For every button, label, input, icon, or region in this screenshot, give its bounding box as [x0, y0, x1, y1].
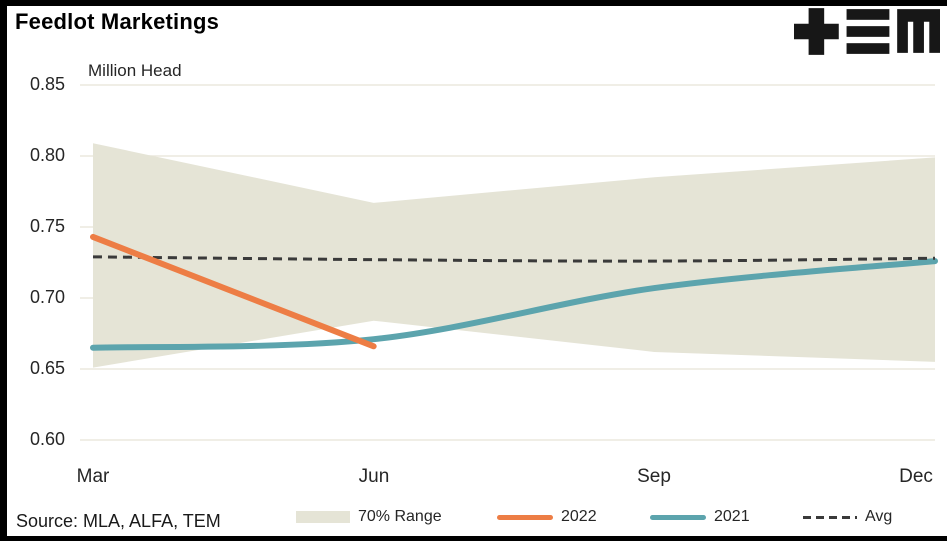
series-2022 [90, 233, 377, 350]
series-avg [92, 255, 936, 263]
y-tick-label: 0.80 [29, 145, 65, 165]
legend-label: 2021 [714, 508, 750, 525]
legend-label: Avg [865, 508, 893, 525]
x-tick-label: Jun [358, 466, 390, 487]
chart-legend: 70% Range 2022 2021 Avg [0, 504, 947, 530]
x-tick-label: Sep [637, 466, 671, 487]
legend-label: 70% Range [358, 508, 442, 525]
line-swatch-icon [497, 514, 553, 520]
chart-title: Feedlot Marketings [15, 9, 220, 34]
y-tick-label: 0.75 [29, 216, 65, 236]
legend-item-avg: Avg [803, 504, 892, 530]
y-axis-unit-label: Million Head [88, 61, 182, 80]
legend-item-range: 70% Range [296, 504, 442, 530]
tem-logo-icon [794, 8, 940, 55]
y-tick-label: 0.65 [29, 358, 65, 378]
source-note: Source: MLA, ALFA, TEM [16, 511, 221, 531]
y-tick-label: 0.70 [29, 287, 65, 307]
range-band [93, 143, 935, 368]
y-tick-label: 0.85 [29, 74, 65, 94]
x-tick-label: Mar [76, 466, 110, 487]
frame-border-left [0, 0, 7, 541]
frame-border-top [0, 0, 947, 6]
line-swatch-icon [650, 514, 706, 520]
legend-item-2021: 2021 [650, 504, 750, 530]
legend-label: 2022 [561, 508, 597, 525]
dashed-line-swatch-icon [803, 515, 857, 519]
y-tick-label: 0.60 [29, 429, 65, 449]
range-swatch-icon [296, 511, 350, 523]
series-2021 [90, 258, 938, 351]
x-tick-label: Dec [899, 466, 933, 487]
legend-item-2022: 2022 [497, 504, 597, 530]
frame-border-bottom [0, 536, 947, 541]
